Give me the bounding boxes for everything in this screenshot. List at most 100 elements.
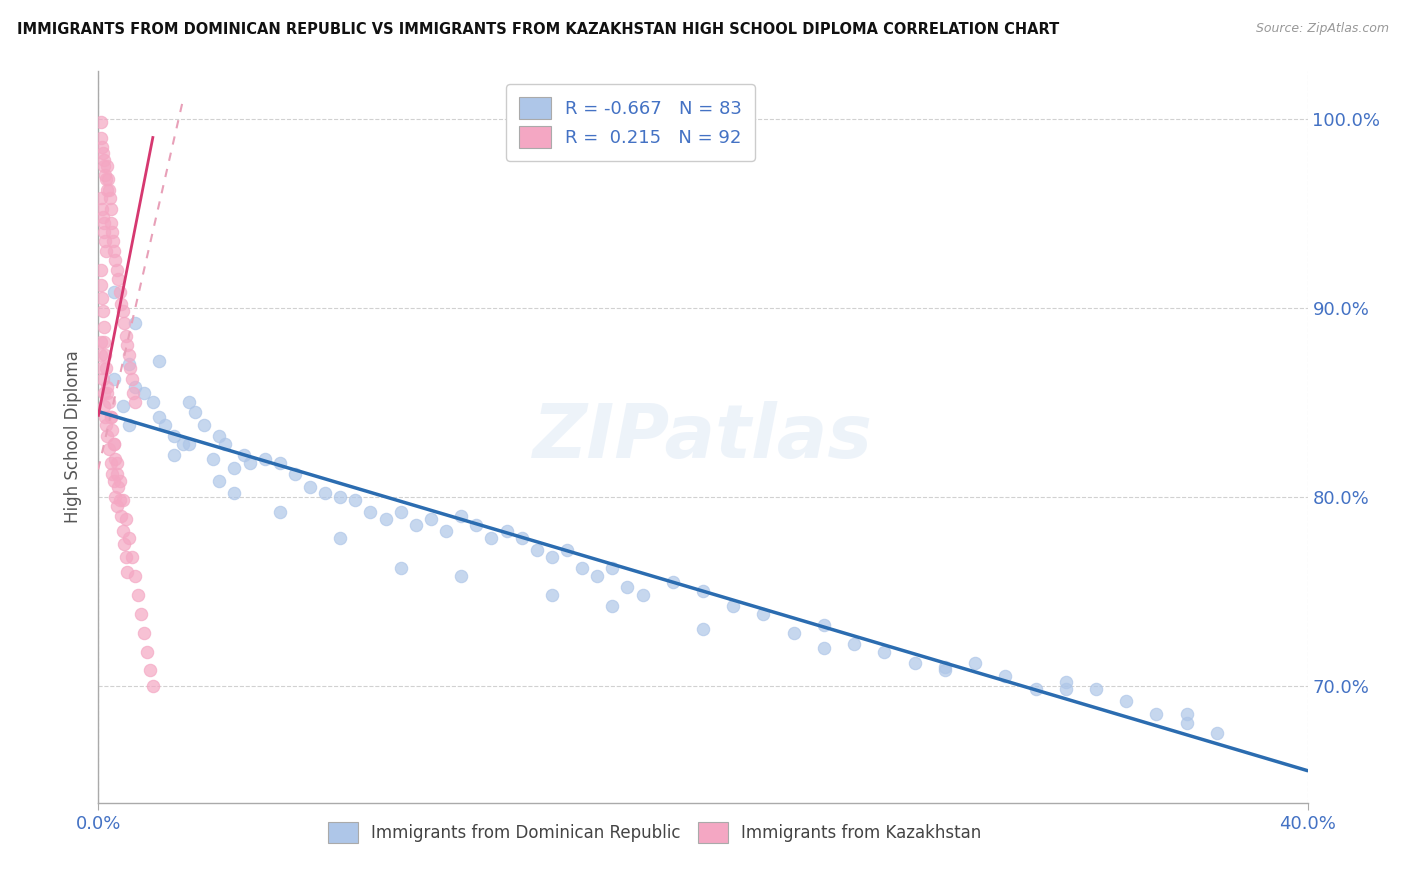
Point: [103, 285, 125, 300]
Point: [111, 524, 134, 538]
Point: [127, 588, 149, 602]
Point: [115, 565, 138, 579]
Point: [813, 640, 835, 655]
Point: [934, 659, 956, 673]
Point: [93, 216, 115, 230]
Point: [752, 607, 775, 621]
Point: [96, 380, 118, 394]
Point: [1024, 682, 1046, 697]
Point: [110, 297, 132, 311]
Point: [214, 436, 236, 450]
Point: [148, 410, 170, 425]
Point: [94, 169, 117, 183]
Point: [555, 542, 578, 557]
Point: [90, 262, 112, 277]
Legend: Immigrants from Dominican Republic, Immigrants from Kazakhstan: Immigrants from Dominican Republic, Immi…: [322, 815, 988, 849]
Point: [101, 235, 124, 249]
Point: [1206, 726, 1229, 740]
Point: [91, 291, 114, 305]
Point: [105, 456, 128, 470]
Point: [124, 569, 146, 583]
Point: [253, 451, 276, 466]
Point: [111, 304, 134, 318]
Point: [98, 395, 121, 409]
Point: [465, 518, 488, 533]
Point: [94, 417, 117, 432]
Point: [104, 253, 127, 268]
Point: [91, 361, 114, 376]
Point: [284, 467, 307, 481]
Point: [122, 385, 145, 400]
Point: [1054, 682, 1077, 697]
Point: [97, 172, 120, 186]
Point: [631, 588, 654, 602]
Point: [202, 451, 225, 466]
Point: [108, 493, 131, 508]
Point: [114, 329, 136, 343]
Point: [103, 475, 125, 489]
Point: [965, 656, 987, 670]
Point: [121, 550, 143, 565]
Point: [90, 115, 112, 129]
Point: [692, 584, 714, 599]
Point: [124, 380, 146, 394]
Y-axis label: High School Diploma: High School Diploma: [65, 351, 83, 524]
Point: [723, 599, 745, 614]
Point: [94, 361, 117, 376]
Point: [269, 505, 291, 519]
Text: IMMIGRANTS FROM DOMINICAN REPUBLIC VS IMMIGRANTS FROM KAZAKHSTAN HIGH SCHOOL DIP: IMMIGRANTS FROM DOMINICAN REPUBLIC VS IM…: [17, 22, 1059, 37]
Point: [94, 244, 117, 258]
Point: [118, 348, 141, 362]
Point: [96, 429, 118, 443]
Point: [153, 417, 176, 432]
Point: [163, 429, 186, 443]
Point: [91, 140, 114, 154]
Point: [434, 524, 457, 538]
Point: [1144, 706, 1167, 721]
Point: [114, 550, 136, 565]
Point: [232, 448, 254, 462]
Point: [783, 625, 806, 640]
Point: [100, 216, 122, 230]
Point: [111, 399, 134, 413]
Point: [360, 505, 382, 519]
Point: [93, 385, 115, 400]
Point: [1085, 682, 1108, 697]
Point: [1115, 694, 1137, 708]
Point: [118, 357, 141, 371]
Point: [132, 625, 155, 640]
Point: [163, 448, 186, 462]
Text: ZIPatlas: ZIPatlas: [533, 401, 873, 474]
Point: [107, 480, 129, 494]
Point: [91, 145, 114, 160]
Point: [172, 436, 194, 450]
Point: [110, 508, 132, 523]
Point: [91, 210, 114, 224]
Point: [450, 569, 472, 583]
Point: [179, 395, 201, 409]
Point: [90, 334, 112, 349]
Point: [994, 669, 1017, 683]
Point: [934, 664, 956, 678]
Point: [1175, 716, 1198, 731]
Point: [344, 493, 367, 508]
Point: [602, 561, 624, 575]
Point: [91, 304, 114, 318]
Point: [108, 475, 131, 489]
Point: [389, 505, 412, 519]
Point: [540, 588, 562, 602]
Point: [124, 316, 146, 330]
Point: [420, 512, 443, 526]
Point: [1054, 674, 1077, 689]
Point: [129, 607, 152, 621]
Point: [118, 417, 141, 432]
Point: [224, 461, 246, 475]
Point: [91, 372, 114, 386]
Point: [299, 480, 322, 494]
Point: [142, 395, 165, 409]
Point: [98, 442, 121, 457]
Point: [1175, 706, 1198, 721]
Point: [111, 493, 134, 508]
Point: [844, 637, 866, 651]
Point: [94, 172, 117, 186]
